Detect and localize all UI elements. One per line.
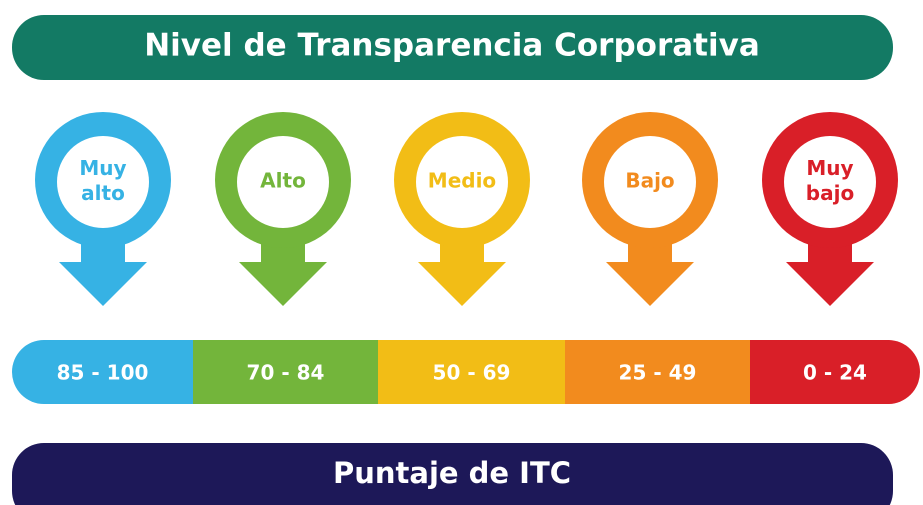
range-label: 25 - 49 [619,361,697,385]
pin-center [784,136,876,228]
range-segment [750,340,920,404]
range-segment [565,340,750,404]
range-segment [378,340,565,404]
range-segment [12,340,193,404]
pin-arrow [418,262,506,306]
range-label: 0 - 24 [803,361,867,385]
range-label: 85 - 100 [57,361,149,385]
pin-center [416,136,508,228]
footer: Puntaje de ITC [333,456,571,490]
level-label: Bajo [625,169,674,193]
range-segment [193,340,378,404]
level-label: Alto [260,169,306,193]
pin-arrow [59,262,147,306]
level-label: Muy [806,156,853,180]
pin-center [57,136,149,228]
pin-arrow [606,262,694,306]
range-label: 70 - 84 [247,361,325,385]
pin-arrow [239,262,327,306]
pin-center [237,136,329,228]
level-label: Muy [79,156,126,180]
range-bar [12,340,920,404]
pin-center [604,136,696,228]
title-bar [12,15,893,80]
range-label: 50 - 69 [433,361,511,385]
footer-bar [12,443,893,505]
pin-arrow [786,262,874,306]
level-label: bajo [806,181,854,205]
level-label: alto [81,181,125,205]
level-label: Medio [428,169,496,193]
title: Nivel de Transparencia Corporativa [144,28,760,64]
